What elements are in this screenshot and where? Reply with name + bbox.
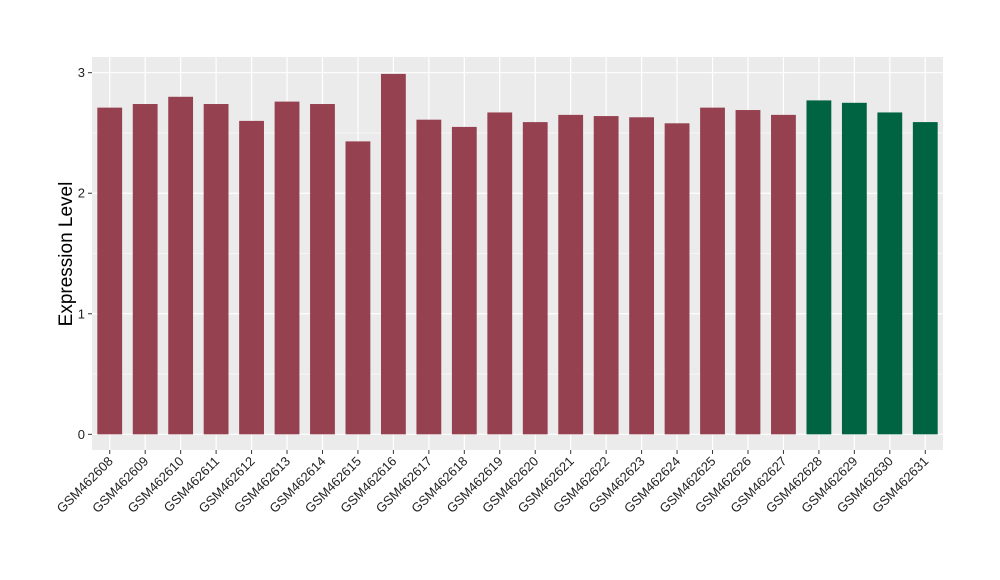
bars	[97, 73, 938, 435]
bar	[97, 107, 123, 435]
y-axis-title: Expression Level	[56, 182, 77, 327]
y-tick-label: 0	[78, 427, 85, 442]
x-axis: GSM462608GSM462609GSM462610GSM462611GSM4…	[54, 450, 931, 516]
bar	[203, 104, 229, 435]
bar	[345, 141, 371, 435]
bar	[239, 120, 264, 435]
bar	[274, 101, 300, 435]
bar	[806, 100, 832, 435]
bar	[168, 96, 194, 435]
y-tick-label: 3	[78, 65, 85, 80]
bar	[416, 119, 442, 435]
bar	[700, 107, 725, 435]
bar	[310, 104, 335, 435]
bar	[841, 102, 867, 435]
bar	[558, 114, 584, 435]
bar	[771, 114, 796, 435]
bar	[522, 122, 548, 435]
y-tick-label: 2	[78, 186, 85, 201]
bar	[487, 112, 513, 435]
bar	[629, 117, 655, 435]
y-axis: 0 1 2 3	[78, 65, 92, 442]
bar	[912, 122, 938, 435]
bar	[380, 73, 406, 435]
bar	[132, 104, 158, 435]
bar	[593, 116, 619, 435]
bar	[735, 110, 761, 435]
bar	[451, 126, 477, 435]
y-tick-label: 1	[78, 306, 85, 321]
bar	[877, 112, 903, 435]
bar	[664, 123, 690, 435]
